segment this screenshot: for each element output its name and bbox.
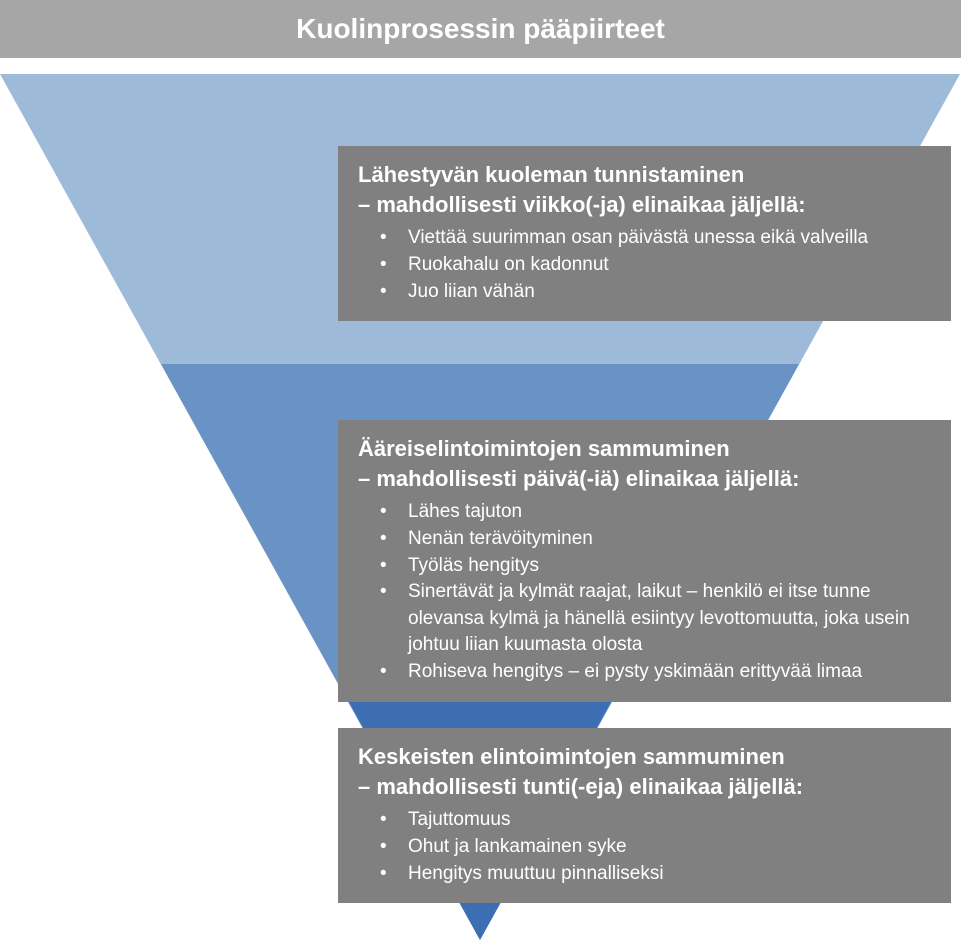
symptom-item: Sinertävät ja kylmät raajat, laikut – he… bbox=[358, 579, 931, 659]
symptom-item: Hengitys muuttuu pinnalliseksi bbox=[358, 861, 931, 888]
info-box-stage-3: Keskeisten elintoimintojen sammuminen – … bbox=[338, 728, 951, 903]
title-line-1: Keskeisten elintoimintojen sammuminen bbox=[358, 744, 785, 769]
symptom-item: Viettää suurimman osan päivästä unessa e… bbox=[358, 225, 931, 252]
symptom-item: Työläs hengitys bbox=[358, 553, 931, 580]
symptom-item: Lähes tajuton bbox=[358, 499, 931, 526]
symptom-list: TajuttomuusOhut ja lankamainen sykeHengi… bbox=[358, 807, 931, 887]
symptom-item: Juo liian vähän bbox=[358, 279, 931, 306]
symptom-item: Rohiseva hengitys – ei pysty yskimään er… bbox=[358, 659, 931, 686]
symptom-item: Tajuttomuus bbox=[358, 807, 931, 834]
title-line-2: – mahdollisesti tunti(-eja) elinaikaa jä… bbox=[358, 774, 803, 799]
symptom-item: Ruokahalu on kadonnut bbox=[358, 252, 931, 279]
box-title: Lähestyvän kuoleman tunnistaminen – mahd… bbox=[358, 160, 931, 219]
info-box-stage-2: Ääreiselintoimintojen sammuminen – mahdo… bbox=[338, 420, 951, 702]
symptom-item: Nenän terävöityminen bbox=[358, 526, 931, 553]
symptom-list: Lähes tajutonNenän terävöityminenTyöläs … bbox=[358, 499, 931, 685]
diagram-title: Kuolinprosessin pääpiirteet bbox=[0, 0, 961, 58]
funnel-container: Lähestyvän kuoleman tunnistaminen – mahd… bbox=[0, 58, 961, 946]
title-line-1: Lähestyvän kuoleman tunnistaminen bbox=[358, 162, 744, 187]
title-line-2: – mahdollisesti viikko(-ja) elinaikaa jä… bbox=[358, 192, 806, 217]
symptom-list: Viettää suurimman osan päivästä unessa e… bbox=[358, 225, 931, 305]
box-title: Keskeisten elintoimintojen sammuminen – … bbox=[358, 742, 931, 801]
title-line-2: – mahdollisesti päivä(-iä) elinaikaa jäl… bbox=[358, 466, 799, 491]
title-line-1: Ääreiselintoimintojen sammuminen bbox=[358, 436, 730, 461]
box-title: Ääreiselintoimintojen sammuminen – mahdo… bbox=[358, 434, 931, 493]
info-box-stage-1: Lähestyvän kuoleman tunnistaminen – mahd… bbox=[338, 146, 951, 321]
symptom-item: Ohut ja lankamainen syke bbox=[358, 834, 931, 861]
